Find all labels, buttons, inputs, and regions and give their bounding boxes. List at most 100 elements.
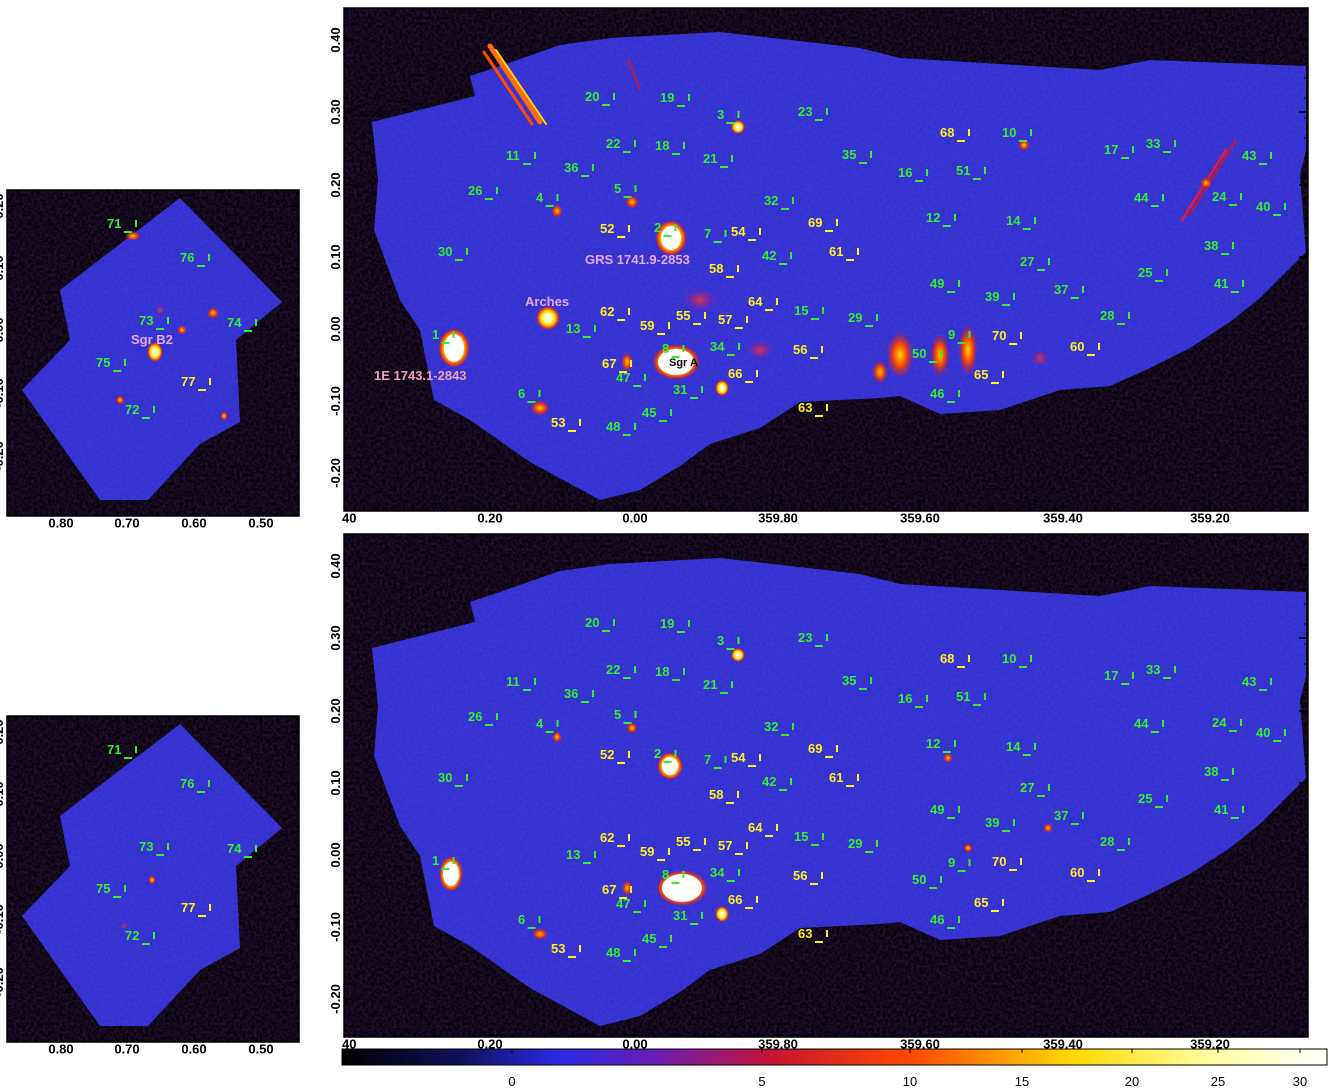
- side-bottom-tickmarks: 0.80 0.70 0.60 0.50 0.20 0.10 0.00 -0.10 -0.20: [0, 716, 299, 1057]
- source-label-14: 14: [1006, 213, 1021, 228]
- colorbar-tick-label: 30: [1293, 1074, 1307, 1089]
- source-label-33: 33: [1146, 136, 1160, 151]
- source-label-69: 69: [808, 215, 822, 230]
- side-bottom-panel: 0.80 0.70 0.60 0.50 0.20 0.10 0.00 -0.10 -0.20: [0, 715, 300, 1057]
- source-label-31: 31: [673, 908, 687, 923]
- source-label-31: 31: [673, 382, 687, 397]
- source-label-17: 17: [1104, 142, 1118, 157]
- source-label-73: 73: [139, 313, 153, 328]
- source-label-18: 18: [655, 664, 669, 679]
- y-tick-label: -0.20: [328, 984, 343, 1014]
- y-tick-label: -0.10: [328, 912, 343, 942]
- source-label-13: 13: [566, 847, 580, 862]
- y-tick-label: 0.20: [0, 193, 6, 218]
- source-label-40: 40: [1256, 725, 1270, 740]
- y-tick-label: 0.40: [328, 27, 343, 52]
- y-tick-label: -0.10: [328, 386, 343, 416]
- y-tick-label: 0.10: [0, 255, 6, 280]
- source-label-77: 77: [181, 374, 195, 389]
- x-edge-label: 40: [342, 511, 356, 526]
- source-label-62: 62: [600, 830, 614, 845]
- source-label-70: 70: [992, 328, 1006, 343]
- source-label-17: 17: [1104, 668, 1118, 683]
- side-bottom-sources: [120, 875, 156, 930]
- source-label-57: 57: [718, 312, 732, 327]
- source-label-72: 72: [125, 402, 139, 417]
- source-label-75: 75: [96, 881, 110, 896]
- source-label-1: 1: [432, 327, 439, 342]
- colorbar-tick-label: 10: [903, 1074, 917, 1089]
- source-label-21: 21: [703, 677, 717, 692]
- source-label-2: 2: [654, 220, 661, 235]
- source-label-62: 62: [600, 304, 614, 319]
- source-label-34: 34: [710, 865, 725, 880]
- y-tick-label: 0.00: [0, 843, 6, 868]
- source-label-46: 46: [930, 386, 944, 401]
- source-label-47: 47: [616, 370, 630, 385]
- source-label-32: 32: [764, 719, 778, 734]
- colorbar-tick-label: 15: [1015, 1074, 1029, 1089]
- source-label-4: 4: [536, 716, 544, 731]
- source-label-45: 45: [642, 405, 656, 420]
- source-labels: 1122334455667788991010111112121313141415…: [96, 89, 1286, 962]
- x-tick-label: 0.00: [622, 511, 647, 526]
- source-label-26: 26: [468, 183, 482, 198]
- x-tick-label: 359.20: [1190, 1037, 1230, 1052]
- y-tick-label: 0.30: [328, 99, 343, 124]
- main-top-diffuse: [682, 288, 1049, 384]
- source-label-5: 5: [614, 181, 621, 196]
- source-label-65: 65: [974, 895, 988, 910]
- main-bottom-panel: 0.20 0.00 359.80 359.60 359.40 359.20 40 0.40 0.…: [328, 533, 1309, 1052]
- source-label-48: 48: [606, 419, 620, 434]
- source-label-18: 18: [655, 138, 669, 153]
- source-label-23: 23: [798, 630, 812, 645]
- source-label-41: 41: [1214, 276, 1228, 291]
- source-label-16: 16: [898, 691, 912, 706]
- y-tick-label: -0.20: [0, 441, 6, 471]
- source-label-45: 45: [642, 931, 656, 946]
- y-tick-label: -0.20: [0, 967, 6, 997]
- colorbar-tick-label: 25: [1211, 1074, 1225, 1089]
- main-bottom-frame: [343, 533, 1309, 1038]
- source-label-30: 30: [438, 244, 452, 259]
- colorbar: 0 5 10 15 20 25 30: [341, 1048, 1328, 1089]
- source-label-51: 51: [956, 163, 970, 178]
- x-tick-label: 359.20: [1190, 511, 1230, 526]
- colorbar-tick-label: 5: [758, 1074, 765, 1089]
- source-label-16: 16: [898, 165, 912, 180]
- source-label-9: 9: [948, 855, 955, 870]
- source-label-8: 8: [662, 341, 669, 356]
- source-label-65: 65: [974, 367, 988, 382]
- x-tick-label: 0.80: [48, 516, 73, 531]
- source-label-47: 47: [616, 896, 630, 911]
- source-label-41: 41: [1214, 802, 1228, 817]
- colorbar-ticks: 0 5 10 15 20 25 30: [508, 1049, 1307, 1089]
- source-label-42: 42: [762, 774, 776, 789]
- colorbar-tick-label: 0: [508, 1074, 515, 1089]
- source-label-72: 72: [125, 928, 139, 943]
- source-label-59: 59: [640, 844, 654, 859]
- source-label-6: 6: [518, 912, 525, 927]
- source-label-66: 66: [728, 366, 742, 381]
- main-top-frame: [343, 7, 1309, 512]
- main-top-bright-sources: [438, 120, 1212, 416]
- source-label-50: 50: [912, 346, 926, 361]
- source-label-37: 37: [1054, 808, 1068, 823]
- x-tick-label: 0.70: [114, 516, 139, 531]
- source-label-58: 58: [709, 261, 723, 276]
- y-tick-label: -0.10: [0, 904, 6, 934]
- source-label-60: 60: [1070, 339, 1084, 354]
- source-label-49: 49: [930, 276, 944, 291]
- source-label-24: 24: [1212, 189, 1227, 204]
- source-label-69: 69: [808, 741, 822, 756]
- source-label-56: 56: [793, 342, 807, 357]
- y-tick-label: 0.00: [328, 842, 343, 867]
- y-tick-label: 0.10: [328, 770, 343, 795]
- y-tick-label: 0.00: [328, 316, 343, 341]
- source-label-36: 36: [564, 160, 578, 175]
- source-label-61: 61: [829, 244, 843, 259]
- main-top-filaments: [482, 43, 1237, 222]
- source-label-4: 4: [536, 190, 544, 205]
- source-label-3: 3: [717, 633, 724, 648]
- source-label-27: 27: [1020, 780, 1034, 795]
